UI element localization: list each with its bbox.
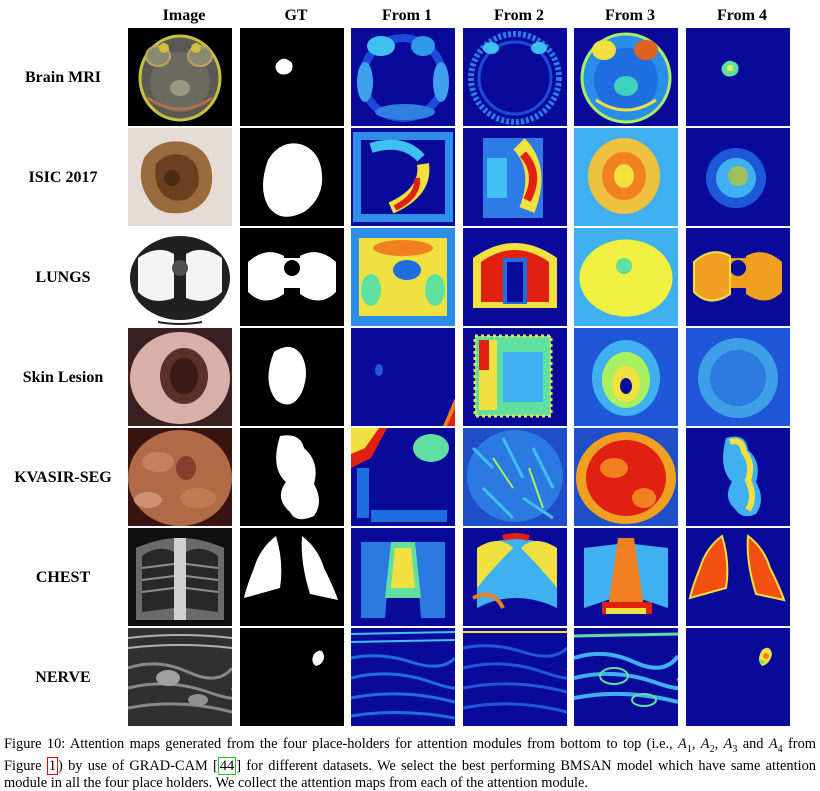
caption-a1: A1	[678, 736, 692, 755]
isic-2017-attention-from-2	[463, 128, 567, 226]
attention-map-figure: Image GT From 1 From 2 From 3 From 4 Bra…	[14, 7, 790, 726]
skin-lesion-ground-truth	[240, 328, 344, 426]
isic-2017-ground-truth	[240, 128, 344, 226]
brain-mri-attention-from-3	[574, 28, 678, 126]
kvasir-seg-attention-from-1	[351, 428, 455, 526]
caption-a2: A2	[700, 736, 715, 755]
caption-comma-1: ,	[691, 736, 696, 752]
lungs-input-image	[128, 228, 232, 326]
chest-attention-from-3	[574, 528, 678, 626]
lungs-attention-from-4	[686, 228, 790, 326]
chest-input-image	[128, 528, 232, 626]
lungs-attention-from-2	[463, 228, 567, 326]
chest-attention-from-4	[686, 528, 790, 626]
nerve-attention-from-1	[351, 628, 455, 726]
kvasir-seg-attention-from-3	[574, 428, 678, 526]
kvasir-seg-input-image	[128, 428, 232, 526]
caption-a4: A4	[768, 736, 783, 755]
figure-reference-link[interactable]: 1	[46, 757, 59, 776]
isic-2017-attention-from-3	[574, 128, 678, 226]
isic-2017-attention-from-1	[351, 128, 455, 226]
caption-text-2: from Figure	[4, 736, 816, 775]
caption-comma-2: ,	[714, 736, 719, 752]
caption-and: and	[742, 736, 764, 752]
brain-mri-ground-truth	[240, 28, 344, 126]
row-label-isic-2017: ISIC 2017	[28, 169, 98, 186]
nerve-attention-from-2	[463, 628, 567, 726]
column-header-image: Image	[162, 7, 206, 24]
column-header-from-2: From 2	[494, 7, 544, 24]
skin-lesion-attention-from-3	[574, 328, 678, 426]
chest-attention-from-1	[351, 528, 455, 626]
chest-attention-from-2	[463, 528, 567, 626]
caption-a3: A3	[723, 736, 738, 755]
row-label-nerve: NERVE	[35, 669, 91, 686]
row-label-chest: CHEST	[35, 569, 91, 586]
caption-text-1: Attention maps generated from the four p…	[69, 736, 673, 752]
row-label-skin-lesion: Skin Lesion	[22, 369, 104, 386]
kvasir-seg-ground-truth	[240, 428, 344, 526]
column-header-from-1: From 1	[382, 7, 432, 24]
brain-mri-attention-from-1	[351, 28, 455, 126]
kvasir-seg-attention-from-2	[463, 428, 567, 526]
chest-ground-truth	[240, 528, 344, 626]
caption-text-4: ] for different datasets. We select the …	[4, 758, 816, 791]
figure-caption: Figure 10: Attention maps generated from…	[4, 736, 816, 791]
skin-lesion-attention-from-4	[686, 328, 790, 426]
citation-link[interactable]: 44	[217, 757, 237, 776]
brain-mri-input-image	[128, 28, 232, 126]
nerve-attention-from-3	[574, 628, 678, 726]
caption-label: Figure 10:	[4, 736, 66, 752]
column-header-from-4: From 4	[717, 7, 767, 24]
column-header-from-3: From 3	[605, 7, 655, 24]
row-label-brain-mri: Brain MRI	[25, 69, 101, 86]
lungs-ground-truth	[240, 228, 344, 326]
row-label-kvasir-seg: KVASIR-SEG	[14, 469, 112, 486]
nerve-ground-truth	[240, 628, 344, 726]
lungs-attention-from-1	[351, 228, 455, 326]
isic-2017-attention-from-4	[686, 128, 790, 226]
nerve-attention-from-4	[686, 628, 790, 726]
skin-lesion-input-image	[128, 328, 232, 426]
skin-lesion-attention-from-1	[351, 328, 455, 426]
caption-text-3: ) by use of GRAD-CAM [	[58, 758, 218, 775]
isic-2017-input-image	[128, 128, 232, 226]
column-header-gt: GT	[284, 7, 308, 24]
lungs-attention-from-3	[574, 228, 678, 326]
brain-mri-attention-from-2	[463, 28, 567, 126]
nerve-input-image	[128, 628, 232, 726]
skin-lesion-attention-from-2	[463, 328, 567, 426]
kvasir-seg-attention-from-4	[686, 428, 790, 526]
brain-mri-attention-from-4	[686, 28, 790, 126]
row-label-lungs: LUNGS	[35, 269, 91, 286]
